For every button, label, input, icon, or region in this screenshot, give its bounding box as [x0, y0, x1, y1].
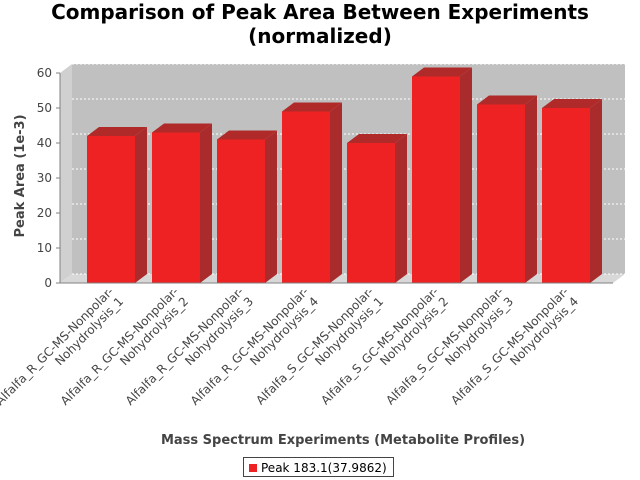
y-tick-label: 60 — [37, 66, 52, 80]
legend-swatch — [249, 464, 257, 472]
bar-front — [152, 132, 200, 283]
chart-title: Comparison of Peak Area Between Experime… — [0, 0, 640, 48]
bar — [282, 102, 342, 283]
chart-title-line-1: Comparison of Peak Area Between Experime… — [51, 0, 589, 24]
y-tick-label: 30 — [37, 171, 52, 185]
bar-side — [265, 130, 277, 283]
bar-top — [347, 134, 407, 143]
y-tick-label: 10 — [37, 241, 52, 255]
y-tick-label: 0 — [44, 276, 52, 290]
y-tick-labels: 0 10 20 30 40 50 60 — [37, 66, 60, 290]
bar-top — [152, 123, 212, 133]
bar-front — [412, 76, 460, 283]
bar — [87, 127, 147, 283]
y-tick-label: 50 — [37, 101, 52, 115]
bar — [412, 67, 472, 283]
bar-front — [87, 136, 135, 283]
bar-front — [282, 111, 330, 283]
x-tick-labels: Alfalfa_R_GC-MS-Nonpolar-Nohydrolysis_1A… — [0, 284, 581, 408]
y-axis-label: Peak Area (1e-3) — [13, 114, 28, 237]
bar-top — [412, 67, 472, 77]
bar — [477, 95, 537, 283]
bar-side — [590, 99, 602, 283]
bar-top — [542, 99, 602, 108]
chart-title-line-2: (normalized) — [248, 24, 392, 48]
bar-side — [200, 123, 212, 283]
bar-front — [542, 108, 590, 283]
x-axis-label: Mass Spectrum Experiments (Metabolite Pr… — [161, 433, 525, 448]
bar — [347, 134, 407, 283]
legend: Peak 183.1(37.9862) — [243, 457, 394, 477]
bar — [217, 130, 277, 283]
x-tick-label-line: Alfalfa_R_GC-MS-Nonpolar- — [0, 284, 116, 408]
bar-top — [477, 95, 537, 105]
bar-front — [347, 143, 395, 283]
bar-side — [330, 102, 342, 283]
bar — [152, 123, 212, 283]
bar-top — [217, 130, 277, 140]
bar — [542, 99, 602, 283]
plot-left-wall — [60, 64, 72, 283]
bar-side — [460, 67, 472, 283]
legend-series-label: Peak 183.1(37.9862) — [261, 461, 387, 475]
bar-side — [525, 95, 537, 283]
bar-side — [135, 127, 147, 283]
bars — [87, 67, 602, 283]
y-tick-label: 40 — [37, 136, 52, 150]
bar-top — [282, 102, 342, 112]
y-tick-label: 20 — [37, 206, 52, 220]
bar-front — [217, 139, 265, 283]
bar-top — [87, 127, 147, 136]
bar-front — [477, 104, 525, 283]
bar-side — [395, 134, 407, 283]
